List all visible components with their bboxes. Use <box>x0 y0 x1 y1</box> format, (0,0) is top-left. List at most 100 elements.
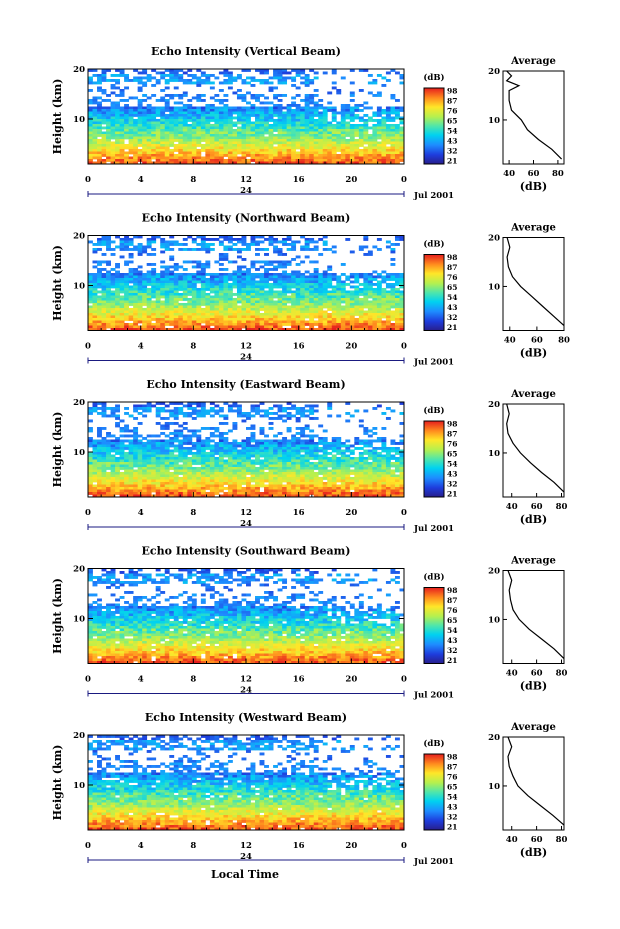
panel-title: Echo Intensity (Eastward Beam) <box>146 378 345 391</box>
profile-x-tick-label: 40 <box>506 502 518 512</box>
profile-x-tick-label: 80 <box>558 336 570 346</box>
x-tick-label: 16 <box>293 342 305 352</box>
profile-x-label: (dB) <box>520 513 547 526</box>
y-axis-label: Height (km) <box>51 412 64 488</box>
colorbar-tick-label: 87 <box>447 97 457 106</box>
colorbar-tick-label: 43 <box>447 803 457 812</box>
y-tick-label: 20 <box>73 232 85 242</box>
x-tick-label: 20 <box>345 841 357 851</box>
colorbar <box>423 420 445 498</box>
profile-x-tick-label: 60 <box>528 169 540 179</box>
colorbar-tick-label: 43 <box>447 137 457 146</box>
heatmap-cells <box>88 235 405 331</box>
panel-2: Echo Intensity (Eastward Beam) 10 20 Height… <box>51 378 568 534</box>
x-tick-label: 8 <box>190 508 196 518</box>
colorbar <box>423 87 445 165</box>
y-axis-label: Height (km) <box>51 745 64 821</box>
colorbar-tick-label: 87 <box>447 263 457 272</box>
heatmap-cells <box>88 402 405 498</box>
date-label: Jul 2001 <box>413 524 454 534</box>
colorbar-tick-label: 76 <box>447 606 457 615</box>
profile-line <box>505 70 563 160</box>
profile-x-tick-label: 80 <box>556 502 568 512</box>
date-marker: 24 <box>240 353 252 363</box>
profile-x-tick-label: 80 <box>556 835 568 845</box>
x-tick-label: 16 <box>293 175 305 185</box>
colorbar-tick-label: 32 <box>447 480 457 489</box>
x-tick-label: 12 <box>240 508 252 518</box>
colorbar <box>423 587 445 664</box>
heatmap-cells <box>88 69 405 165</box>
colorbar-tick-label: 54 <box>447 293 457 302</box>
colorbar-tick-label: 32 <box>447 313 457 322</box>
colorbar-tick-label: 21 <box>447 823 457 832</box>
x-tick-label: 4 <box>138 841 144 851</box>
x-tick-label: 0 <box>85 675 91 685</box>
profile-x-tick-label: 40 <box>503 169 515 179</box>
colorbar-tick-label: 21 <box>447 490 457 499</box>
profile-y-tick-label: 20 <box>488 733 500 743</box>
colorbar-tick-label: 54 <box>447 793 457 802</box>
colorbar <box>423 254 445 331</box>
x-tick-label: 4 <box>138 342 144 352</box>
colorbar-tick-label: 87 <box>447 763 457 772</box>
colorbar-tick-label: 76 <box>447 773 457 782</box>
profile-y-tick-label: 20 <box>488 400 500 410</box>
panel-title: Echo Intensity (Vertical Beam) <box>151 45 341 58</box>
footer-x-axis-label: Local Time <box>211 868 279 881</box>
profile-line <box>507 736 565 826</box>
colorbar <box>423 753 445 831</box>
profile-x-label: (dB) <box>520 180 547 193</box>
profile-x-tick-label: 80 <box>556 669 568 679</box>
profile-x-label: (dB) <box>520 680 547 693</box>
colorbar-tick-label: 65 <box>447 616 457 625</box>
colorbar-tick-label: 76 <box>447 273 457 282</box>
x-tick-label: 8 <box>190 841 196 851</box>
panel-title: Echo Intensity (Southward Beam) <box>142 545 351 558</box>
x-tick-label: 0 <box>85 175 91 185</box>
x-tick-label: 8 <box>190 675 196 685</box>
x-tick-label: 16 <box>293 841 305 851</box>
date-marker: 24 <box>240 186 252 196</box>
colorbar-label: (dB) <box>423 738 444 749</box>
x-tick-label: 4 <box>138 508 144 518</box>
colorbar-tick-label: 54 <box>447 626 457 635</box>
date-label: Jul 2001 <box>413 191 454 201</box>
y-tick-label: 20 <box>73 565 85 575</box>
colorbar-tick-label: 43 <box>447 636 457 645</box>
colorbar-tick-label: 65 <box>447 117 457 126</box>
panel-1: Echo Intensity (Northward Beam) 10 20 Heigh… <box>51 212 570 368</box>
date-label: Jul 2001 <box>413 857 454 867</box>
x-tick-label: 4 <box>138 175 144 185</box>
profile-x-tick-label: 60 <box>531 835 543 845</box>
profile-x-tick-label: 40 <box>504 336 516 346</box>
x-tick-label: 0 <box>401 675 407 685</box>
y-tick-label: 10 <box>73 615 85 625</box>
date-label: Jul 2001 <box>413 358 454 368</box>
profile-title: Average <box>510 223 556 234</box>
date-marker: 24 <box>240 686 252 696</box>
profile-frame <box>502 736 565 831</box>
x-tick-label: 8 <box>190 175 196 185</box>
panel-4: Echo Intensity (Westward Beam) 10 20 Height… <box>51 711 568 867</box>
profile-x-tick-label: 40 <box>506 669 518 679</box>
profile-line <box>507 570 565 660</box>
profile-y-tick-label: 10 <box>488 782 500 792</box>
x-tick-label: 20 <box>345 342 357 352</box>
colorbar-tick-label: 21 <box>447 157 457 166</box>
profile-x-tick-label: 80 <box>552 169 564 179</box>
colorbar-tick-label: 65 <box>447 783 457 792</box>
colorbar-tick-label: 98 <box>447 753 457 762</box>
profile-x-label: (dB) <box>520 846 547 859</box>
profile-x-tick-label: 60 <box>531 502 543 512</box>
profile-frame <box>502 570 565 664</box>
profile-x-label: (dB) <box>520 347 547 360</box>
y-tick-label: 10 <box>73 448 85 458</box>
profile-title: Average <box>510 556 556 567</box>
x-tick-label: 12 <box>240 175 252 185</box>
colorbar-label: (dB) <box>423 72 444 83</box>
colorbar-tick-label: 32 <box>447 646 457 655</box>
profile-title: Average <box>510 56 556 67</box>
x-tick-label: 20 <box>345 175 357 185</box>
y-tick-label: 10 <box>73 282 85 292</box>
